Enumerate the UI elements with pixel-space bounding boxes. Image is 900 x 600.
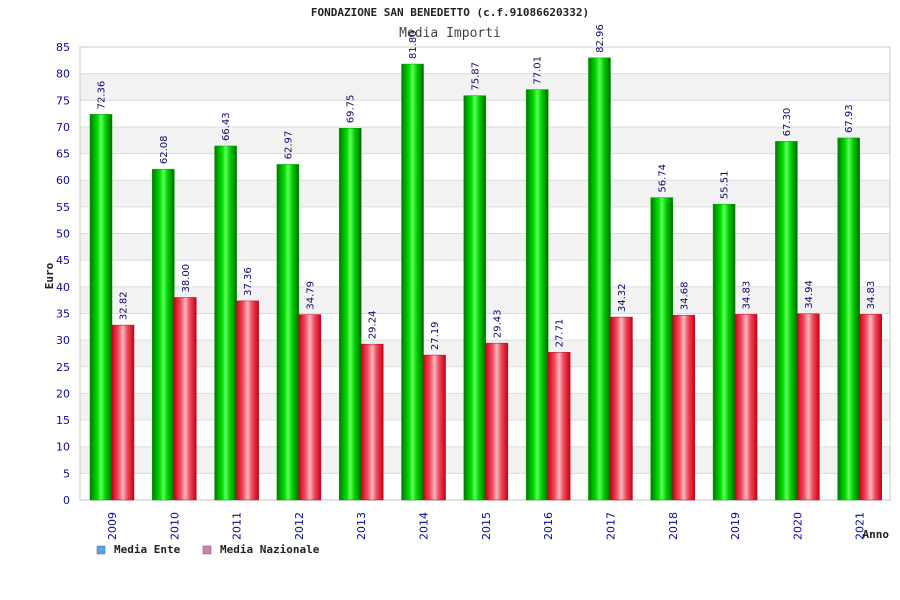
x-tick-label: 2011: [231, 512, 244, 540]
bar-media-ente-2014: [401, 63, 424, 501]
y-tick-label: 0: [63, 494, 70, 507]
y-tick-label: 50: [56, 228, 70, 241]
data-label: 34.83: [742, 281, 753, 310]
x-tick-label: 2016: [542, 512, 555, 540]
data-label: 34.68: [679, 282, 690, 311]
chart-title: FONDAZIONE SAN BENEDETTO (c.f.9108662033…: [311, 6, 589, 19]
y-tick-label: 55: [56, 201, 70, 214]
data-label: 29.43: [492, 310, 503, 339]
data-label: 32.82: [119, 291, 130, 320]
data-label: 38.00: [181, 264, 192, 293]
bar-media-nazionale-2019: [734, 314, 758, 501]
data-label: 37.36: [243, 267, 254, 296]
bar-media-ente-2011: [214, 145, 237, 501]
data-label: 66.43: [221, 112, 232, 141]
legend: Media Ente Media Nazionale: [96, 543, 320, 556]
x-tick-label: 2010: [168, 512, 181, 540]
y-tick-label: 80: [56, 68, 70, 81]
bar-media-nazionale-2017: [610, 316, 633, 501]
legend-swatch: [202, 545, 212, 555]
x-axis-ticks: 2009 2010 2011 2012 2013 2014 2015 2016 2017 2018…: [106, 512, 867, 540]
bar-media-nazionale-2021: [859, 314, 882, 501]
data-label: 62.08: [159, 136, 170, 165]
y-tick-label: 40: [56, 281, 70, 294]
data-label: 55.51: [720, 171, 731, 200]
bar-media-nazionale-2016: [547, 352, 571, 501]
bars: 72.36 32.82 62.08 38.00 66.43 37.36 62.97 34.79…: [89, 24, 882, 501]
data-label: 29.24: [368, 311, 379, 340]
data-label: 34.32: [617, 283, 628, 312]
y-tick-label: 35: [56, 307, 70, 320]
bar-media-ente-2020: [775, 141, 798, 501]
chart-subtitle: Media Importi: [399, 26, 501, 41]
bar-media-ente-2013: [338, 128, 362, 501]
y-tick-label: 45: [56, 254, 70, 267]
y-axis-ticks: 0 5 10 15 20 25 30 35 40 45 50 55 60 65 70 75 80 85: [56, 41, 70, 507]
y-tick-label: 10: [56, 441, 70, 454]
bar-media-ente-2015: [463, 95, 487, 501]
x-tick-label: 2017: [604, 512, 617, 540]
x-tick-label: 2009: [106, 512, 119, 540]
data-label: 82.96: [595, 24, 606, 53]
legend-label: Media Nazionale: [220, 543, 320, 556]
data-label: 69.75: [346, 95, 357, 124]
bar-media-ente-2018: [650, 197, 674, 501]
y-tick-label: 20: [56, 387, 70, 400]
bar-media-nazionale-2009: [111, 324, 135, 501]
x-tick-label: 2012: [293, 512, 306, 540]
bar-media-nazionale-2012: [298, 314, 322, 501]
data-label: 27.19: [430, 321, 441, 350]
y-tick-label: 85: [56, 41, 70, 54]
x-tick-label: 2021: [854, 512, 867, 540]
bar-media-ente-2010: [152, 168, 175, 501]
bar-media-ente-2012: [276, 164, 300, 501]
legend-label: Media Ente: [114, 543, 181, 556]
data-label: 34.83: [866, 281, 877, 310]
y-tick-label: 30: [56, 334, 70, 347]
data-label: 34.94: [804, 280, 815, 309]
x-tick-label: 2018: [667, 512, 680, 540]
bar-media-nazionale-2014: [423, 354, 446, 501]
data-label: 62.97: [283, 131, 294, 160]
y-tick-label: 75: [56, 94, 70, 107]
x-tick-label: 2020: [791, 512, 804, 540]
y-tick-label: 65: [56, 148, 70, 161]
x-axis-label: Anno: [863, 528, 890, 541]
data-label: 81.80: [408, 30, 419, 59]
bar-media-ente-2021: [837, 137, 860, 501]
legend-swatch: [96, 545, 106, 555]
x-tick-label: 2015: [480, 512, 493, 540]
bar-media-ente-2017: [588, 57, 611, 501]
y-tick-label: 70: [56, 121, 70, 134]
data-label: 27.71: [555, 319, 566, 348]
bar-media-nazionale-2011: [236, 300, 259, 501]
x-tick-label: 2013: [355, 512, 368, 540]
data-label: 75.87: [470, 62, 481, 91]
y-tick-label: 60: [56, 174, 70, 187]
data-label: 56.74: [657, 164, 668, 193]
bar-media-ente-2009: [89, 114, 113, 501]
x-tick-label: 2019: [729, 512, 742, 540]
bar-media-ente-2016: [525, 89, 549, 501]
bar-media-nazionale-2010: [174, 297, 197, 501]
bar-media-ente-2019: [712, 203, 736, 501]
data-label: 67.93: [844, 104, 855, 133]
data-label: 34.79: [305, 281, 316, 310]
data-label: 72.36: [97, 81, 108, 110]
y-tick-label: 5: [63, 467, 70, 480]
data-label: 67.30: [782, 108, 793, 137]
bar-media-nazionale-2013: [360, 343, 384, 501]
bar-media-nazionale-2015: [485, 342, 509, 501]
y-axis-label: Euro: [43, 262, 56, 289]
y-tick-label: 15: [56, 414, 70, 427]
y-tick-label: 25: [56, 361, 70, 374]
x-tick-label: 2014: [418, 512, 431, 540]
bar-media-nazionale-2018: [672, 314, 696, 501]
bar-media-nazionale-2020: [797, 313, 820, 501]
data-label: 77.01: [533, 56, 544, 85]
